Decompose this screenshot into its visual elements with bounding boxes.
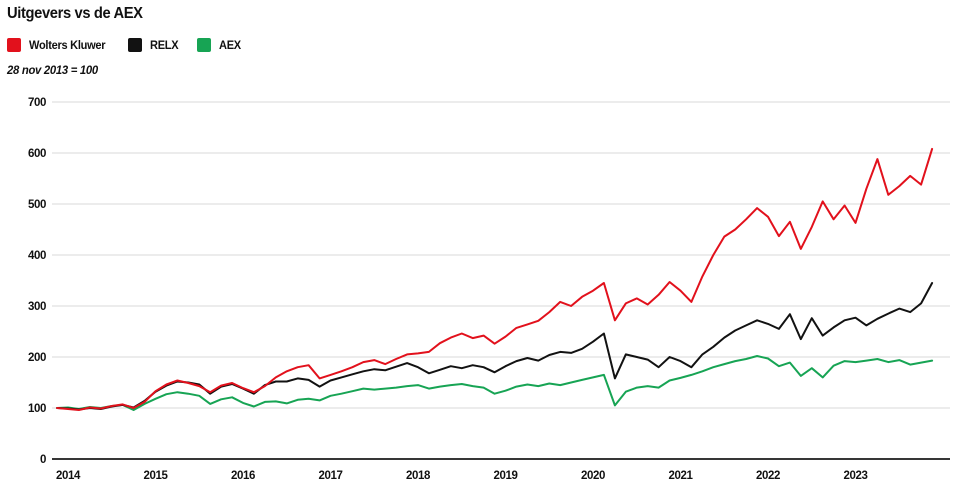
legend-label-wolters-kluwer: Wolters Kluwer	[29, 38, 106, 52]
x-tick-label-2014: 2014	[56, 470, 81, 482]
x-tick-label-2020: 2020	[581, 470, 605, 482]
chart-subtitle: 28 nov 2013 = 100	[7, 63, 98, 77]
x-tick-label-2021: 2021	[669, 470, 694, 482]
y-tick-label-400: 400	[28, 250, 46, 262]
x-tick-label-2018: 2018	[406, 470, 431, 482]
x-tick-label-2016: 2016	[231, 470, 255, 482]
legend-swatch-wolters-kluwer	[7, 38, 21, 52]
legend-item-wolters-kluwer: Wolters Kluwer	[7, 38, 112, 52]
y-tick-label-700: 700	[28, 97, 46, 109]
legend-swatch-aex	[196, 38, 211, 52]
y-tick-label-100: 100	[28, 403, 46, 415]
series-line-aex	[56, 355, 934, 411]
legend-swatch-relx	[127, 38, 142, 52]
x-tick-label-2015: 2015	[144, 470, 169, 482]
legend-item-relx: RELX	[127, 38, 181, 52]
series-line-relx	[56, 282, 934, 411]
chart-title: Uitgevers vs de AEX	[7, 5, 143, 22]
y-tick-label-0: 0	[40, 454, 46, 466]
legend-label-relx: RELX	[149, 38, 179, 52]
x-tick-label-2017: 2017	[319, 470, 343, 482]
x-tick-label-2023: 2023	[844, 470, 868, 482]
y-tick-label-500: 500	[28, 199, 46, 211]
x-tick-label-2022: 2022	[756, 470, 780, 482]
legend-item-aex: AEX	[196, 38, 243, 52]
chart-legend: Wolters Kluwer RELX AEX	[7, 38, 243, 52]
y-tick-label-300: 300	[28, 301, 46, 313]
x-tick-label-2019: 2019	[494, 470, 518, 482]
legend-label-aex: AEX	[218, 38, 241, 52]
y-tick-label-200: 200	[28, 352, 46, 364]
series-line-wolters-kluwer	[56, 147, 934, 411]
y-tick-label-600: 600	[28, 148, 46, 160]
